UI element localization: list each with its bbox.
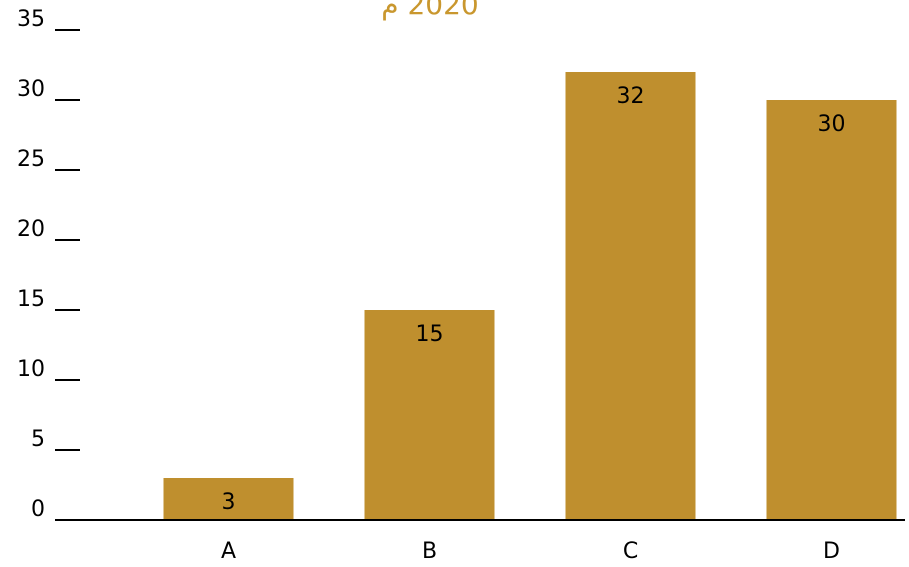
- chart-title: 2020 م: [381, 0, 479, 21]
- y-tick-label: 5: [31, 427, 45, 452]
- y-tick-label: 25: [17, 147, 45, 172]
- y-tick-label: 10: [17, 357, 45, 382]
- y-tick-label: 0: [31, 497, 45, 522]
- y-tick-label: 15: [17, 287, 45, 312]
- bar: [163, 478, 294, 520]
- data-label: 3: [222, 490, 236, 515]
- data-label: 15: [416, 322, 444, 347]
- data-label: 30: [818, 112, 846, 137]
- y-tick-label: 30: [17, 77, 45, 102]
- bar: [766, 100, 897, 520]
- y-tick-label: 35: [17, 7, 45, 32]
- x-tick-label: C: [623, 539, 638, 564]
- data-label: 32: [617, 84, 645, 109]
- y-tick-label: 20: [17, 217, 45, 242]
- x-tick-label: B: [422, 539, 437, 564]
- bar: [565, 72, 696, 520]
- x-tick-label: D: [823, 539, 840, 564]
- x-tick-label: A: [221, 539, 236, 564]
- bar: [364, 310, 495, 520]
